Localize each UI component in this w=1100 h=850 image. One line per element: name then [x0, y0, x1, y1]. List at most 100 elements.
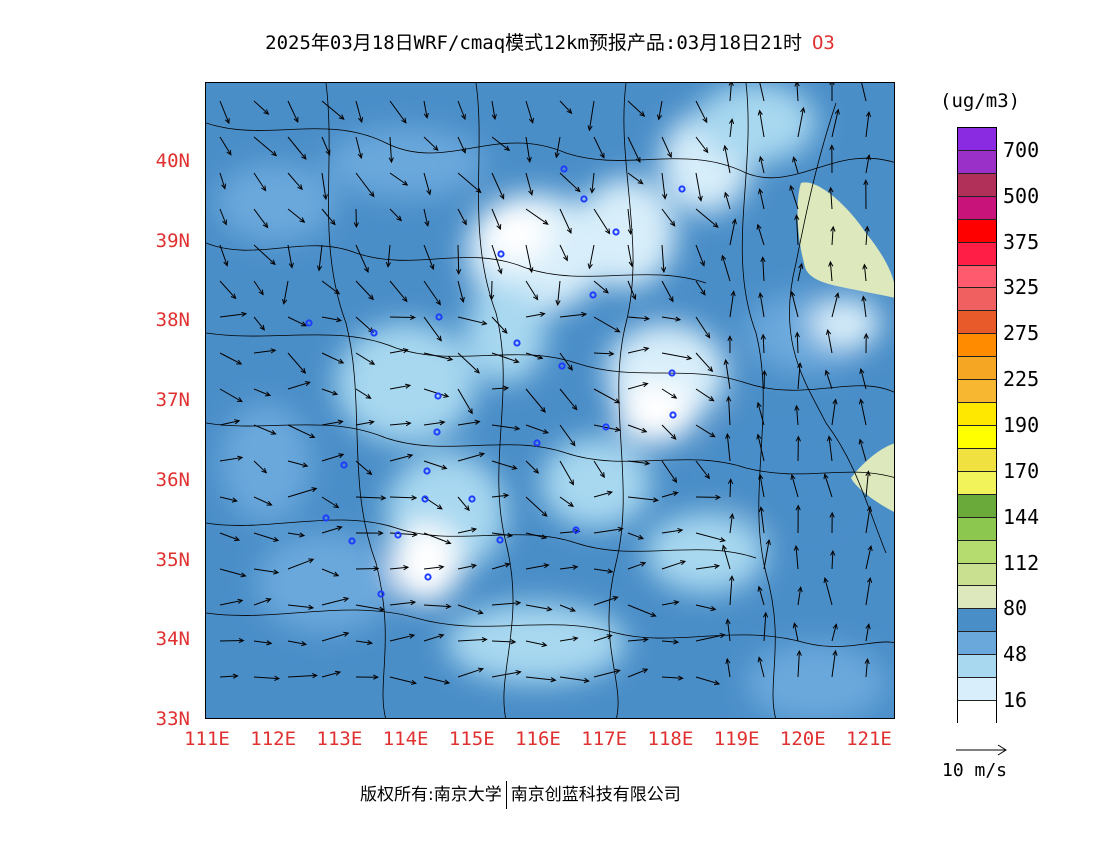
o3-concentration-map — [206, 83, 894, 718]
wind-arrow — [759, 110, 765, 138]
wind-arrow — [355, 604, 384, 611]
wind-arrow — [831, 226, 834, 246]
wind-arrow — [287, 136, 307, 160]
wind-arrowhead — [263, 109, 270, 115]
wind-arrow — [457, 638, 487, 642]
wind-arrow — [627, 532, 644, 540]
wind-arrow — [423, 421, 445, 426]
wind-arrowhead — [679, 560, 687, 566]
wind-arrow — [791, 291, 799, 318]
wind-arrow — [759, 189, 765, 210]
wind-arrowhead — [587, 263, 593, 270]
wind-arrowhead — [528, 189, 534, 196]
wind-arrow — [588, 244, 595, 269]
wind-arrow — [423, 604, 451, 608]
wind-arrowhead — [862, 263, 868, 270]
wind-arrowhead — [259, 324, 266, 331]
wind-arrow — [355, 496, 386, 499]
wind-arrow — [219, 640, 244, 642]
wind-arrow — [593, 460, 605, 478]
wind-arrow — [253, 136, 277, 156]
wind-arrow — [661, 492, 678, 498]
wind-arrow — [457, 280, 464, 303]
wind-arrow — [593, 424, 620, 431]
city-marker-icon — [433, 428, 441, 436]
wind-arrow — [763, 540, 770, 570]
wind-arrow — [627, 460, 650, 465]
wind-arrow — [525, 280, 539, 300]
lon-label: 121E — [846, 728, 892, 750]
wind-arrowhead — [475, 187, 482, 194]
wind-arrowhead — [627, 228, 633, 235]
color-bar-cell — [958, 311, 996, 335]
wind-arrowhead — [438, 633, 445, 639]
province-boundaries — [206, 83, 894, 718]
wind-arrow — [591, 172, 595, 193]
wind-arrowhead — [258, 289, 264, 296]
wind-arrowhead — [697, 195, 703, 202]
wind-arrowhead — [832, 649, 838, 656]
wind-arrow — [860, 399, 867, 426]
wind-arrowhead — [756, 401, 762, 408]
wind-arrow — [627, 347, 649, 354]
wind-arrow — [491, 424, 520, 430]
wind-arrow — [758, 657, 765, 678]
wind-arrowhead — [639, 111, 646, 117]
wind-arrowhead — [236, 397, 243, 403]
wind-reference-label: 10 m/s — [942, 760, 1008, 781]
wind-arrowhead — [501, 328, 508, 334]
wind-arrowhead — [477, 667, 484, 673]
wind-arrow — [729, 514, 733, 534]
wind-arrowhead — [671, 393, 678, 399]
wind-arrow — [219, 496, 237, 502]
wind-arrow — [525, 136, 531, 162]
wind-arrowhead — [867, 544, 873, 552]
wind-arrow — [491, 640, 516, 643]
wind-arrow — [287, 100, 299, 123]
wind-arrowhead — [832, 398, 838, 405]
wind-arrowhead — [631, 294, 637, 301]
color-bar-label: 144 — [1003, 504, 1040, 529]
wind-arrow — [389, 422, 411, 426]
wind-arrowhead — [231, 497, 238, 503]
wind-arrowhead — [656, 114, 663, 121]
wind-arrow — [593, 568, 613, 573]
wind-arrowhead — [550, 677, 557, 683]
wind-arrowhead — [794, 404, 800, 411]
wind-arrow — [423, 316, 442, 341]
wind-arrow — [457, 604, 483, 614]
wind-arrowhead — [233, 536, 241, 542]
wind-arrowhead — [423, 112, 429, 119]
wind-arrowhead — [762, 611, 769, 618]
wind-arrowhead — [677, 675, 684, 681]
wind-arrowhead — [554, 152, 560, 159]
wind-arrow — [525, 640, 547, 646]
wind-arrow — [865, 624, 870, 642]
lat-label: 38N — [155, 309, 190, 332]
wind-arrow — [525, 352, 543, 359]
wind-arrow — [695, 565, 719, 570]
wind-arrow — [253, 316, 265, 331]
wind-arrow — [491, 172, 505, 199]
wind-arrowhead — [270, 348, 277, 354]
wind-arrowhead — [273, 536, 280, 542]
wind-arrowhead — [765, 538, 771, 546]
wind-arrow — [759, 83, 765, 102]
lon-label: 111E — [184, 728, 230, 750]
wind-arrowhead — [661, 193, 668, 200]
wind-arrow — [321, 568, 339, 577]
wind-arrowhead — [725, 618, 731, 625]
wind-arrow — [555, 136, 561, 158]
wind-arrowhead — [460, 147, 466, 154]
wind-arrowhead — [369, 191, 375, 198]
wind-arrowhead — [792, 156, 798, 163]
wind-arrowhead — [757, 109, 763, 116]
wind-arrow — [865, 226, 868, 246]
wind-arrow — [627, 562, 646, 570]
wind-arrow — [695, 352, 713, 372]
wind-arrowhead — [368, 294, 374, 301]
wind-arrow — [219, 457, 243, 462]
wind-arrowhead — [628, 261, 634, 268]
wind-arrow — [321, 172, 327, 200]
wind-arrow — [389, 566, 409, 570]
